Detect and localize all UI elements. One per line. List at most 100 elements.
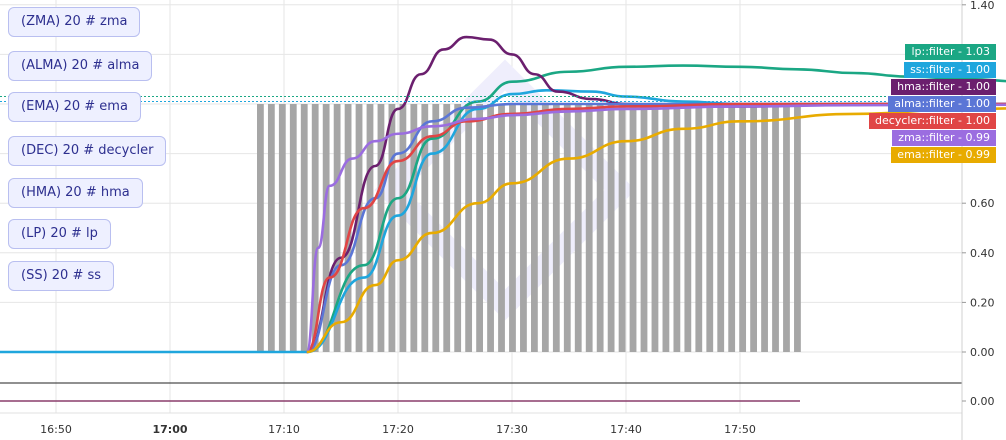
bar-mark bbox=[289, 104, 297, 352]
price-tag-value: 1.00 bbox=[965, 63, 991, 76]
bar-mark bbox=[487, 104, 494, 352]
price-tick-label: 1.40 bbox=[970, 0, 995, 12]
bar-mark bbox=[366, 104, 374, 352]
bar-mark bbox=[552, 104, 560, 352]
bar-mark bbox=[399, 104, 407, 352]
line-series bbox=[0, 35, 1006, 402]
bar-mark bbox=[640, 104, 648, 352]
price-tag-label: ss::filter bbox=[910, 63, 955, 76]
price-tag: ss::filter - 1.00 bbox=[904, 62, 996, 78]
indicator-button[interactable]: (EMA) 20 # ema bbox=[8, 92, 141, 122]
indicator-button[interactable]: (HMA) 20 # hma bbox=[8, 178, 143, 208]
price-tick-label: 0.00 bbox=[970, 346, 995, 359]
bar-mark bbox=[322, 104, 330, 352]
bar-mark bbox=[509, 104, 516, 352]
bar-mark bbox=[651, 104, 659, 352]
time-tick-label: 17:20 bbox=[382, 423, 414, 436]
price-tag: decycler::filter - 1.00 bbox=[869, 113, 996, 129]
price-tag: hma::filter - 1.00 bbox=[891, 79, 996, 95]
bar-mark bbox=[476, 104, 483, 352]
bar-mark bbox=[717, 104, 725, 352]
time-tick-label: 17:30 bbox=[496, 423, 528, 436]
bar-mark bbox=[783, 104, 790, 352]
price-tag: alma::filter - 1.00 bbox=[888, 96, 996, 112]
bar-series bbox=[257, 104, 801, 352]
price-tick-label: 0.40 bbox=[970, 247, 995, 260]
bar-mark bbox=[454, 104, 462, 352]
time-tick-label: 17:50 bbox=[724, 423, 756, 436]
price-tag-separator: - bbox=[954, 45, 966, 58]
price-tag-separator: - bbox=[954, 80, 966, 93]
price-tag-label: hma::filter bbox=[897, 80, 955, 93]
price-tag-separator: - bbox=[954, 97, 966, 110]
bar-mark bbox=[629, 104, 637, 352]
time-tick-label: 16:50 bbox=[40, 423, 72, 436]
indicator-button[interactable]: (LP) 20 # lp bbox=[8, 219, 111, 249]
bar-mark bbox=[794, 104, 801, 352]
bar-mark bbox=[585, 104, 593, 352]
indicator-button[interactable]: (ZMA) 20 # zma bbox=[8, 7, 141, 37]
bar-mark bbox=[410, 104, 418, 352]
bar-mark bbox=[728, 104, 736, 352]
bar-mark bbox=[607, 104, 615, 352]
bar-mark bbox=[388, 104, 396, 352]
price-tag: zma::filter - 0.99 bbox=[892, 130, 996, 146]
bar-mark bbox=[684, 104, 692, 352]
price-tag: lp::filter - 1.03 bbox=[905, 44, 996, 60]
price-tag-label: zma::filter bbox=[898, 131, 955, 144]
price-tag-value: 0.99 bbox=[965, 148, 991, 161]
bar-mark bbox=[574, 104, 582, 352]
bar-mark bbox=[596, 104, 604, 352]
bar-mark bbox=[278, 104, 286, 352]
bar-mark bbox=[421, 104, 429, 352]
bar-mark bbox=[267, 104, 275, 352]
bar-mark bbox=[695, 104, 703, 352]
bar-mark bbox=[300, 104, 308, 352]
bar-mark bbox=[520, 104, 527, 352]
price-tag-separator: - bbox=[954, 63, 966, 76]
bar-mark bbox=[344, 104, 352, 352]
bar-mark bbox=[673, 104, 681, 352]
watermark-logo bbox=[374, 59, 636, 321]
price-tag-label: alma::filter bbox=[894, 97, 955, 110]
price-tick-label: 0.20 bbox=[970, 296, 995, 309]
price-tag-label: decycler::filter bbox=[875, 114, 955, 127]
series-line-zma bbox=[305, 103, 1006, 354]
indicator-button[interactable]: (DEC) 20 # decycler bbox=[8, 136, 167, 166]
price-tag-separator: - bbox=[954, 148, 966, 161]
price-tag-value: 1.03 bbox=[965, 45, 991, 58]
bar-mark bbox=[662, 104, 670, 352]
time-tick-label: 17:00 bbox=[152, 423, 187, 436]
sub-price-tick-label: 0.00 bbox=[970, 395, 995, 408]
price-tag-label: ema::filter bbox=[897, 148, 955, 161]
bar-mark bbox=[257, 104, 264, 352]
bar-mark bbox=[333, 104, 341, 352]
price-tag-value: 0.99 bbox=[965, 131, 991, 144]
bar-mark bbox=[761, 104, 768, 352]
bar-mark bbox=[311, 104, 319, 352]
bar-mark bbox=[541, 104, 549, 352]
price-tag-value: 1.00 bbox=[965, 114, 991, 127]
bar-mark bbox=[563, 104, 571, 352]
indicator-button[interactable]: (SS) 20 # ss bbox=[8, 261, 115, 291]
time-tick-label: 17:10 bbox=[268, 423, 300, 436]
time-tick-label: 17:40 bbox=[610, 423, 642, 436]
bar-mark bbox=[739, 104, 747, 352]
bar-mark bbox=[706, 104, 714, 352]
price-tag: ema::filter - 0.99 bbox=[891, 147, 996, 163]
time-axis: 16:50 17:00 17:10 17:20 17:30 17:40 17:50 bbox=[40, 423, 756, 436]
price-tag-separator: - bbox=[954, 131, 966, 144]
price-tag-value: 1.00 bbox=[965, 97, 991, 110]
price-tick-label: 0.60 bbox=[970, 197, 995, 210]
bar-mark bbox=[772, 104, 779, 352]
indicator-button[interactable]: (ALMA) 20 # alma bbox=[8, 51, 153, 81]
bar-mark bbox=[618, 104, 626, 352]
series-line-lp bbox=[306, 64, 1006, 354]
bar-mark bbox=[498, 104, 505, 352]
price-tag-value: 1.00 bbox=[965, 80, 991, 93]
price-tag-separator: - bbox=[954, 114, 966, 127]
bar-mark bbox=[531, 104, 538, 352]
bar-mark bbox=[432, 104, 440, 352]
price-tag-label: lp::filter bbox=[911, 45, 955, 58]
